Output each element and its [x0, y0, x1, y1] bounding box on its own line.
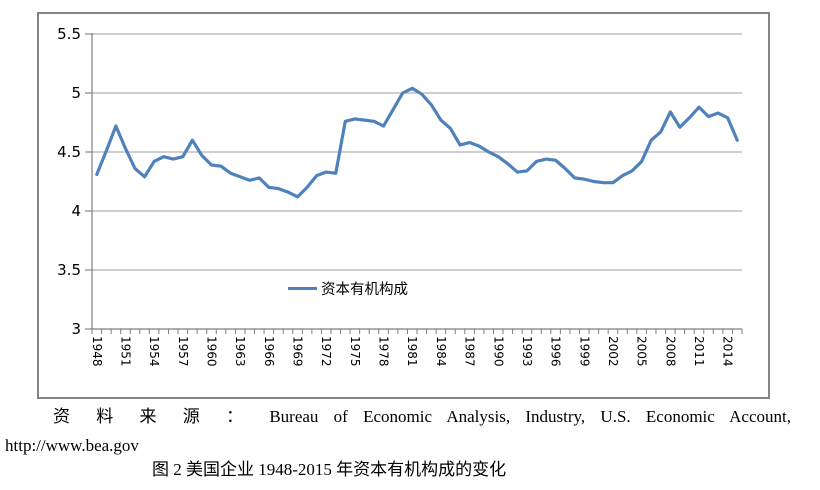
line-chart: 3 3.5 4 4.5 5 5.5 1948 1951 1954 1957 1960 1963 1966… — [37, 12, 770, 399]
x-axis-label: 2008 — [663, 336, 677, 367]
x-axis-label: 1966 — [262, 336, 276, 367]
y-axis-label: 4.5 — [57, 143, 81, 161]
x-axis-label: 1969 — [291, 336, 305, 367]
y-axis-label: 5 — [71, 84, 81, 102]
x-axis-label: 1963 — [233, 336, 247, 367]
x-axis-label: 1975 — [348, 336, 362, 367]
x-axis-label: 2011 — [692, 336, 706, 367]
legend-label: 资本有机构成 — [321, 281, 408, 298]
x-axis-label: 1984 — [434, 336, 448, 367]
series-line — [95, 86, 739, 199]
x-axis-label: 1951 — [118, 336, 132, 367]
source-url: http://www.bea.gov — [5, 436, 139, 455]
x-axis-label: 1990 — [491, 336, 505, 367]
y-axis-label: 5.5 — [57, 25, 81, 43]
source-note: 资 料 来 源 ： Bureau of Economic Analysis, I… — [53, 407, 791, 426]
x-axis-label: 1987 — [463, 336, 477, 367]
x-axis-label: 2002 — [606, 336, 620, 367]
x-axis-label: 1999 — [577, 336, 591, 367]
x-axis-label: 1948 — [90, 336, 104, 367]
chart-border — [37, 12, 770, 399]
x-axis-label: 1978 — [377, 336, 391, 367]
x-axis-label: 1954 — [147, 336, 161, 367]
y-axis-label: 3.5 — [57, 261, 81, 279]
x-axis-label: 2005 — [635, 336, 649, 367]
x-axis-label: 1960 — [204, 336, 218, 367]
figure-caption: 图 2 美国企业 1948-2015 年资本有机构成的变化 — [152, 460, 507, 479]
x-axis-label: 1957 — [176, 336, 190, 367]
x-axis-label: 1972 — [319, 336, 333, 367]
x-axis-label: 1981 — [405, 336, 419, 367]
y-axis-label: 3 — [71, 320, 81, 338]
y-axis-label: 4 — [71, 202, 81, 220]
x-axis-label: 2014 — [721, 336, 735, 367]
x-axis-label: 1993 — [520, 336, 534, 367]
x-axis-label: 1996 — [549, 336, 563, 367]
